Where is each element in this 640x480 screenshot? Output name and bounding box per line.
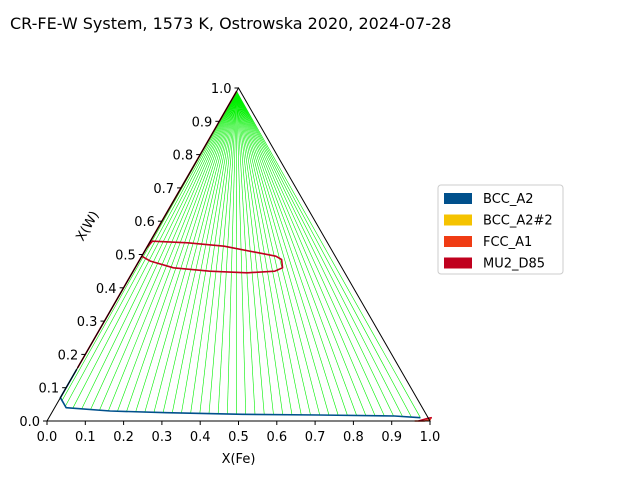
x-tick-label: 0.3 bbox=[152, 430, 173, 445]
tie-line bbox=[144, 91, 237, 413]
legend-swatch bbox=[444, 257, 472, 269]
y-tick-label: 0.1 bbox=[38, 382, 59, 397]
y-tick-label: 0.4 bbox=[96, 282, 117, 297]
tie-line bbox=[208, 91, 237, 414]
tie-line bbox=[135, 91, 237, 412]
tie-line bbox=[236, 91, 293, 415]
y-tick-label: 0.6 bbox=[134, 215, 155, 230]
tie-line bbox=[236, 91, 256, 415]
tie-line bbox=[217, 91, 237, 414]
y-tick-label: 0.2 bbox=[58, 348, 79, 363]
y-tick-label: 0.9 bbox=[192, 115, 213, 130]
tie-line bbox=[236, 91, 265, 415]
x-tick-label: 0.6 bbox=[266, 430, 287, 445]
legend: BCC_A2 BCC_A2#2 FCC_A1 MU2_D85 bbox=[437, 184, 564, 275]
y-tick-label: 0.3 bbox=[77, 315, 98, 330]
tie-line bbox=[99, 91, 237, 411]
y-tick-label: 0.5 bbox=[115, 249, 136, 264]
x-tick-label: 0.1 bbox=[75, 430, 96, 445]
tie-line bbox=[236, 91, 302, 415]
y-tick-label: 1.0 bbox=[211, 82, 232, 97]
tie-line bbox=[236, 91, 394, 417]
x-tick-label: 0.7 bbox=[305, 430, 326, 445]
legend-swatch bbox=[444, 193, 472, 204]
tie-line bbox=[236, 91, 311, 416]
tie-line bbox=[117, 91, 237, 412]
legend-label: MU2_D85 bbox=[483, 257, 545, 272]
tie-line bbox=[236, 91, 421, 418]
tie-line bbox=[236, 91, 339, 416]
tie-line bbox=[90, 91, 237, 410]
phase-boundary-bcc-a2 bbox=[59, 368, 421, 419]
tie-line bbox=[171, 91, 237, 413]
tie-line bbox=[162, 91, 237, 413]
legend-swatch bbox=[444, 214, 472, 226]
tie-line bbox=[81, 91, 237, 409]
x-axis-label: X(Fe) bbox=[222, 452, 256, 467]
tie-line bbox=[227, 91, 237, 415]
x-tick-label: 0.9 bbox=[381, 430, 402, 445]
tie-line bbox=[236, 91, 385, 416]
legend-label: BCC_A2#2 bbox=[483, 214, 553, 229]
axes: 0.0 0.1 0.2 0.3 0.4 0.5 0.6 0.7 0.8 0.9 1.0 0.0 0.1 0… bbox=[19, 82, 440, 445]
x-tick-label: 0.5 bbox=[228, 430, 249, 445]
y-tick-label: 0.7 bbox=[153, 182, 174, 197]
tie-line bbox=[236, 91, 330, 416]
tie-line bbox=[153, 91, 237, 413]
tie-line bbox=[236, 91, 274, 415]
tie-line bbox=[65, 91, 237, 407]
y-tick-label: 0.8 bbox=[173, 149, 194, 164]
tie-line bbox=[72, 91, 237, 409]
tie-line bbox=[199, 91, 237, 414]
tie-line bbox=[190, 91, 237, 414]
x-tick-label: 1.0 bbox=[420, 430, 441, 445]
tie-line bbox=[236, 91, 403, 417]
chart-title: CR-FE-W System, 1573 K, Ostrowska 2020, … bbox=[10, 14, 451, 33]
phase-boundary-mu2-d85 bbox=[418, 416, 433, 422]
x-tick-label: 0.2 bbox=[113, 430, 134, 445]
tie-line bbox=[236, 91, 321, 416]
tie-line bbox=[236, 91, 376, 416]
legend-frame bbox=[437, 184, 564, 275]
legend-label: FCC_A1 bbox=[483, 235, 532, 250]
legend-swatch bbox=[444, 236, 472, 247]
tie-line bbox=[236, 91, 348, 416]
tie-line bbox=[236, 91, 412, 418]
tie-line bbox=[236, 91, 247, 415]
tie-line bbox=[236, 91, 367, 416]
legend-label: BCC_A2 bbox=[483, 192, 534, 207]
tie-line bbox=[236, 91, 357, 416]
x-tick-label: 0.4 bbox=[190, 430, 211, 445]
tie-line bbox=[181, 91, 237, 414]
y-tick-label: 0.0 bbox=[19, 415, 40, 430]
x-tick-label: 0.8 bbox=[343, 430, 364, 445]
tie-line bbox=[126, 91, 237, 412]
x-tick-label: 0.0 bbox=[37, 430, 58, 445]
phase-boundary-mu2-d85 bbox=[141, 240, 284, 274]
tie-line bbox=[108, 91, 237, 411]
